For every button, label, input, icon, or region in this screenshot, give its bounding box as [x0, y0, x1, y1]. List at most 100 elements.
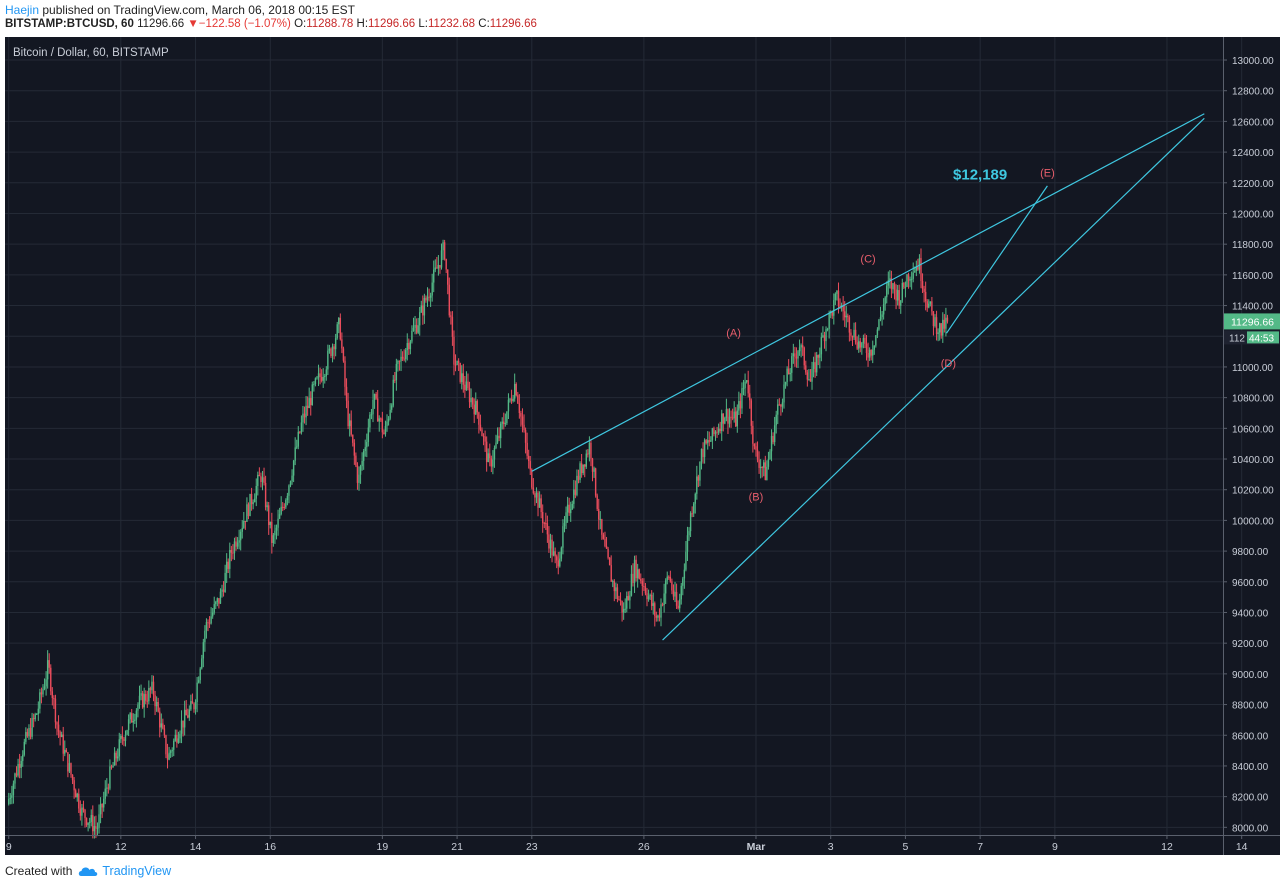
candle-body	[853, 329, 855, 338]
candle-body	[352, 434, 354, 443]
candle-body	[277, 518, 279, 528]
candle-body	[582, 464, 584, 474]
candle-body	[456, 360, 458, 365]
candle-body	[71, 774, 74, 781]
candle-body	[868, 349, 871, 358]
candle-body	[717, 428, 720, 433]
candle-body	[473, 404, 475, 415]
candle-body	[744, 381, 746, 389]
candle-body	[825, 329, 827, 342]
candle-body	[442, 242, 444, 251]
candle-body	[540, 498, 542, 513]
candle-body	[445, 258, 447, 270]
candle-body	[157, 701, 159, 712]
candle-body	[333, 346, 335, 350]
candle-body	[542, 512, 544, 523]
candle-body	[96, 827, 99, 829]
candle-body	[878, 319, 880, 330]
candle-body	[221, 589, 223, 592]
candle-body	[861, 342, 863, 348]
candle-body	[716, 431, 718, 433]
price-axis[interactable]: 8000.00 8200.00 8400.00 8600.00 8800.00 9000.…	[1223, 37, 1280, 855]
candle-body	[330, 348, 332, 356]
candle-body	[236, 542, 239, 547]
candle-body	[596, 495, 598, 509]
candle-body	[643, 586, 645, 588]
candle-body	[191, 701, 194, 704]
candle-body	[685, 551, 687, 570]
candle-body	[493, 448, 496, 460]
time-axis[interactable]: 9 12 14 16 19 21 23 26 Mar 3 5 7 9 12 14	[5, 835, 1280, 853]
candle-body	[233, 541, 236, 554]
time-tick-label: 19	[377, 841, 389, 853]
time-tick-label: 9	[6, 841, 12, 853]
candle-body	[429, 295, 432, 298]
candle-body	[17, 764, 19, 776]
candle-body	[713, 428, 715, 435]
candle-body	[146, 700, 148, 702]
price-tick-label: 9400.00	[1232, 608, 1269, 619]
candle-body	[524, 429, 527, 443]
candle-body	[241, 527, 243, 532]
candle-body	[571, 503, 573, 510]
candle-body	[294, 447, 296, 461]
candle-body	[552, 551, 555, 556]
chart-panel[interactable]: (A) (B) (C) (D) (E) $12,189 Bitcoin / Dollar,…	[5, 37, 1280, 855]
candle-body	[479, 424, 482, 430]
candle-body	[303, 413, 306, 418]
candle-body	[568, 504, 570, 514]
candle-body	[823, 335, 826, 342]
candle-body	[112, 765, 114, 768]
candle-body	[176, 734, 178, 743]
candle-body	[202, 642, 205, 659]
candle-body	[219, 591, 222, 604]
candle-body	[640, 578, 642, 581]
candle-body	[171, 749, 173, 752]
candle-body	[127, 719, 130, 731]
candle-body	[204, 630, 206, 643]
candle-body	[261, 477, 264, 482]
candle-body	[735, 411, 737, 427]
author-link[interactable]: Haejin	[5, 3, 40, 17]
candle-body	[166, 754, 169, 760]
candle-body	[380, 418, 382, 420]
candle-body	[46, 660, 49, 680]
candle-body	[355, 455, 357, 466]
candle-body	[129, 713, 131, 720]
candle-body	[436, 267, 438, 269]
candle-body	[249, 493, 251, 517]
candle-body	[560, 547, 563, 559]
candle-body	[362, 450, 365, 461]
candle-body	[831, 311, 833, 316]
candle-body	[819, 354, 821, 358]
candle-body	[945, 317, 947, 329]
candle-body	[532, 487, 535, 494]
candle-body	[353, 442, 356, 456]
candles	[8, 239, 949, 839]
candle-body	[179, 733, 181, 739]
open-label: O:	[294, 18, 307, 30]
candle-body	[163, 728, 166, 736]
candle-body	[451, 316, 454, 337]
candle-body	[99, 803, 102, 815]
candle-body	[882, 304, 885, 315]
candle-body	[412, 327, 415, 331]
candle-body	[154, 695, 156, 707]
candle-body	[707, 440, 709, 444]
candle-body	[300, 422, 303, 433]
candle-body	[943, 319, 946, 329]
price-tick-label: 11800.00	[1232, 240, 1273, 251]
wave-label: (C)	[860, 254, 875, 266]
candle-body	[36, 713, 38, 715]
candle-body	[921, 281, 924, 289]
candle-body	[275, 527, 278, 531]
candle-body	[274, 530, 276, 536]
candle-body	[697, 476, 700, 481]
candle-body	[216, 598, 219, 602]
time-tick-label: 5	[903, 841, 909, 853]
candle-body	[688, 531, 690, 536]
chart-svg[interactable]: (A) (B) (C) (D) (E) $12,189 Bitcoin / Dollar,…	[5, 37, 1280, 855]
candle-body	[285, 500, 287, 508]
tradingview-logo[interactable]: TradingView	[78, 864, 171, 878]
candle-body	[400, 356, 402, 362]
